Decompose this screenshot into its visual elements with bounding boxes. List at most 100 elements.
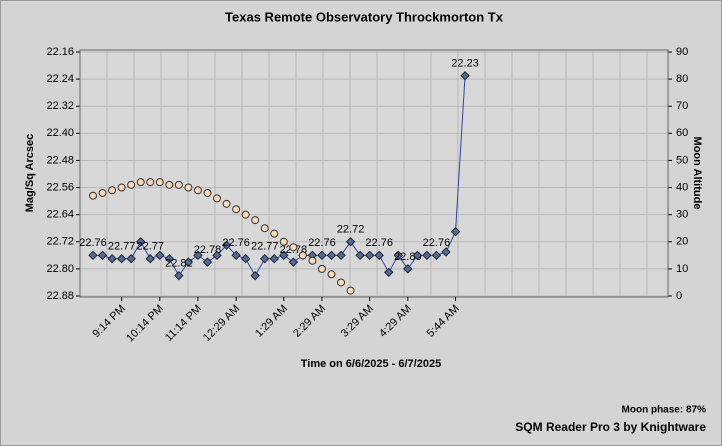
moon-point [260, 224, 269, 233]
data-label: 22.77 [251, 241, 279, 253]
y-tick-label: 22.72 [46, 236, 74, 248]
data-point [288, 257, 299, 267]
moon-point [308, 256, 317, 265]
data-point [374, 250, 384, 261]
data-point [317, 250, 327, 261]
y2-tick-label: 30 [676, 209, 688, 221]
data-point [355, 250, 365, 261]
data-label: 22.23 [451, 58, 479, 70]
moon-point [317, 264, 326, 273]
moon-phase: Moon phase: 87% [622, 405, 707, 416]
moon-point [222, 199, 231, 208]
y-axis-label: Mag/Sq Arcsec [24, 134, 36, 212]
data-point [231, 250, 241, 261]
moon-point [184, 183, 193, 192]
moon-point [337, 278, 346, 287]
y-tick-label: 22.88 [46, 290, 74, 302]
data-label: 22.76 [222, 237, 250, 249]
y2-tick-label: 20 [676, 236, 688, 248]
y-tick-label: 22.48 [46, 154, 74, 166]
data-label: 22.76 [79, 237, 107, 249]
data-point [88, 250, 98, 261]
data-point [364, 250, 375, 261]
data-point [269, 254, 279, 264]
data-point [450, 226, 461, 237]
moon-point [193, 186, 202, 195]
moon-point [203, 188, 212, 197]
moon-point [289, 243, 298, 252]
y2-tick-label: 80 [676, 73, 688, 85]
plot-border [79, 49, 669, 298]
data-point [336, 250, 346, 261]
data-point [250, 270, 260, 281]
data-point [326, 250, 337, 261]
data-point [135, 237, 146, 247]
data-point [145, 254, 155, 264]
data-point [107, 254, 117, 264]
moon-point [251, 216, 260, 225]
y2-tick-label: 90 [676, 46, 688, 58]
y2-tick-label: 50 [676, 154, 688, 166]
data-point [155, 250, 165, 261]
x-axis-label: Time on 6/6/2025 - 6/7/2025 [301, 358, 441, 370]
data-point [174, 270, 184, 281]
data-label: 22.76 [365, 237, 393, 249]
data-point [193, 250, 203, 261]
data-point [441, 247, 451, 257]
moon-point [270, 229, 279, 238]
y-tick-label: 22.16 [46, 46, 74, 58]
data-label: 22.78 [194, 244, 222, 256]
data-point [345, 237, 356, 247]
moon-point [232, 205, 241, 214]
data-label: 22.76 [308, 237, 336, 249]
y-tick-label: 22.64 [46, 209, 74, 221]
data-point [126, 254, 136, 264]
data-point [97, 250, 108, 261]
data-point [460, 71, 470, 81]
data-point [422, 250, 432, 261]
data-point [164, 254, 175, 264]
y-tick-label: 22.32 [46, 100, 74, 112]
series-line [93, 75, 466, 277]
data-point [279, 250, 289, 261]
chart-title: Texas Remote Observatory Throckmorton Tx [225, 9, 504, 24]
data-point [260, 254, 270, 264]
data-point [202, 257, 213, 267]
moon-point [213, 194, 222, 203]
moon-point [136, 178, 145, 187]
moon-point [127, 180, 136, 189]
moon-point [146, 178, 155, 187]
credit: SQM Reader Pro 3 by Knightware [515, 420, 706, 434]
moon-point [346, 286, 355, 295]
y2-tick-label: 10 [676, 263, 688, 275]
data-point [240, 254, 251, 264]
y-tick-label: 22.80 [46, 263, 74, 275]
data-label: 22.76 [423, 237, 451, 249]
data-point [116, 254, 127, 264]
data-point [403, 264, 413, 274]
y-tick-label: 22.24 [46, 73, 74, 85]
data-label: 22.72 [337, 224, 365, 236]
moon-point [108, 186, 117, 195]
y2-tick-label: 70 [676, 100, 688, 112]
data-point [183, 257, 194, 267]
data-point [384, 267, 394, 277]
y2-tick-label: 0 [676, 290, 682, 302]
moon-point [155, 178, 164, 187]
data-label: 22.77 [136, 241, 164, 253]
moon-point [89, 191, 97, 200]
moon-point [98, 188, 107, 197]
data-point [212, 250, 222, 261]
y2-axis-label: Moon Altitude [691, 137, 703, 210]
moon-point [165, 180, 174, 189]
moon-point [174, 180, 183, 189]
moon-point [327, 270, 336, 279]
data-point [221, 240, 232, 250]
data-point [393, 250, 403, 261]
data-point [412, 250, 423, 261]
moon-point [241, 210, 250, 219]
y2-tick-label: 40 [676, 181, 688, 193]
data-label: 22.77 [108, 241, 136, 253]
y-tick-label: 22.56 [46, 181, 74, 193]
